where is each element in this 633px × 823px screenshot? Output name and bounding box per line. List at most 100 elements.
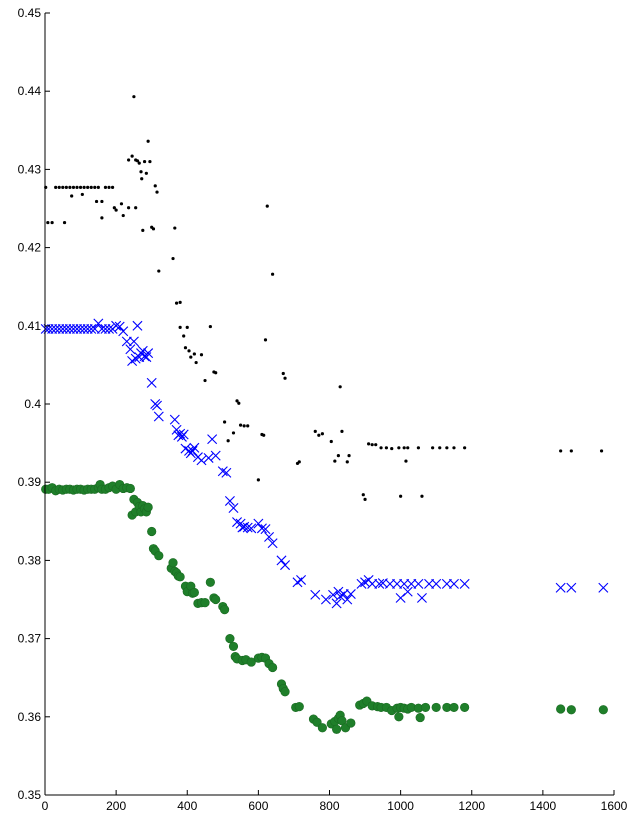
series-0-point-99 [379, 446, 383, 450]
series-1-point-92-stroke-b [399, 578, 410, 589]
series-1-point-94 [406, 578, 417, 589]
series-0-point-59 [192, 352, 196, 356]
series-0-point-71 [238, 423, 243, 427]
series-1-point-24 [125, 344, 136, 355]
y-tick-label-10: 0.45 [18, 6, 42, 20]
series-0-point-100 [384, 446, 388, 450]
series-1-point-14-stroke-b [89, 323, 100, 334]
series-1-point-15 [93, 318, 104, 329]
series-0-point-57 [187, 349, 191, 353]
series-1-point-77 [331, 598, 342, 609]
series-1-point-16-stroke-b [96, 323, 107, 334]
series-1-point-39-stroke-b [169, 414, 180, 425]
x-tick-label-4: 800 [319, 799, 339, 813]
series-0-point-46 [153, 184, 157, 188]
series-1-point-99 [441, 578, 452, 589]
series-1-point-58 [228, 503, 239, 513]
series-1-point-11-stroke-b [79, 323, 90, 334]
series-1-point-20-stroke-b [111, 320, 122, 331]
series-0-point-104 [402, 446, 406, 450]
series-0-point-45 [151, 227, 156, 231]
series-1-point-21-stroke-b [114, 321, 125, 332]
series-1-point-104 [598, 582, 609, 593]
y-tick-label-8: 0.43 [18, 162, 42, 176]
series-0-point-68 [231, 431, 236, 435]
series-1-point-59-stroke-b [232, 517, 243, 528]
series-0-point-91 [340, 429, 344, 433]
series-1-point-99-stroke-b [441, 578, 452, 589]
series-1-point-83 [356, 578, 367, 589]
series-1-point-65-stroke-b [253, 518, 264, 529]
plot-background [45, 13, 614, 795]
series-1-point-48 [187, 445, 198, 456]
series-0-point-76 [262, 433, 266, 437]
series-0-point-116 [599, 449, 604, 453]
series-0-point-51 [174, 301, 179, 305]
series-1-point-95-stroke-b [413, 578, 424, 589]
x-tick-label-8: 1600 [601, 799, 628, 813]
series-1-point-80-stroke-b [338, 589, 349, 600]
series-0-point-29 [126, 158, 131, 162]
series-1-point-83-stroke-b [356, 578, 367, 589]
series-2-point-50 [189, 587, 199, 598]
series-1-point-97-stroke-b [424, 578, 435, 589]
series-1-point-93-stroke-b [402, 586, 413, 597]
x-tick-label-3: 600 [248, 799, 268, 813]
series-2-point-110 [598, 705, 608, 715]
series-2-point-96 [394, 712, 404, 722]
x-tick-label-1: 200 [106, 799, 126, 813]
series-2-point-86 [346, 718, 356, 728]
series-0-point-36 [137, 161, 141, 165]
y-tick-label-9: 0.44 [18, 84, 42, 98]
series-1-point-21 [114, 321, 125, 332]
series-0-point-110 [438, 446, 442, 450]
series-0-point-40 [142, 159, 147, 164]
series-1-point-58-stroke-b [228, 503, 239, 513]
series-1-point-3 [50, 323, 61, 334]
series-1-point-87 [374, 578, 385, 589]
series-1-point-55 [217, 466, 228, 477]
series-2-point-59 [225, 633, 235, 644]
series-1-point-90-stroke-b [392, 578, 403, 589]
series-1-point-14 [89, 323, 100, 334]
x-tick-label-0: 0 [42, 799, 49, 813]
series-0-point-18 [94, 199, 99, 204]
series-0-point-67 [226, 439, 230, 443]
series-1-point-81 [342, 594, 353, 605]
series-1-point-66-stroke-b [256, 523, 267, 534]
series-1-point-69 [267, 538, 278, 549]
plot-area [45, 13, 614, 795]
series-1-point-12-stroke-b [82, 323, 93, 334]
series-1-point-98 [431, 578, 442, 589]
series-0-point-74 [256, 478, 260, 482]
series-1-point-86-stroke-b [367, 578, 378, 589]
series-1-point-26-stroke-b [128, 336, 139, 347]
series-0-point-108 [420, 494, 424, 498]
series-1-point-74-stroke-b [310, 589, 321, 600]
series-1-point-8-stroke-b [68, 323, 79, 334]
series-1-point-42-stroke-b [175, 428, 186, 439]
series-1-point-92 [399, 578, 410, 589]
series-0-point-50 [173, 226, 177, 230]
series-2-point-77 [312, 717, 322, 727]
series-0-point-56 [185, 325, 189, 329]
series-1-point-52-stroke-b [203, 452, 214, 463]
series-1-point-95 [413, 578, 424, 589]
series-1-point-10 [75, 323, 86, 334]
series-1-point-12 [82, 323, 93, 334]
series-1-point-54 [210, 450, 221, 461]
series-1-point-63-stroke-b [242, 522, 253, 533]
series-1-point-101-stroke-b [459, 578, 470, 589]
series-1-point-18 [104, 323, 115, 334]
series-1-point-51-stroke-b [196, 455, 207, 466]
series-1-point-44-stroke-b [178, 429, 189, 440]
series-0-point-69 [235, 399, 239, 403]
series-1-point-17-stroke-b [100, 323, 111, 334]
y-tick-label-0: 0.35 [18, 788, 42, 802]
series-0-point-34 [134, 206, 138, 210]
series-0-point-81 [283, 376, 287, 380]
series-0-point-31 [130, 154, 134, 158]
series-0-point-113 [463, 446, 467, 450]
series-2-point-65 [246, 657, 256, 667]
